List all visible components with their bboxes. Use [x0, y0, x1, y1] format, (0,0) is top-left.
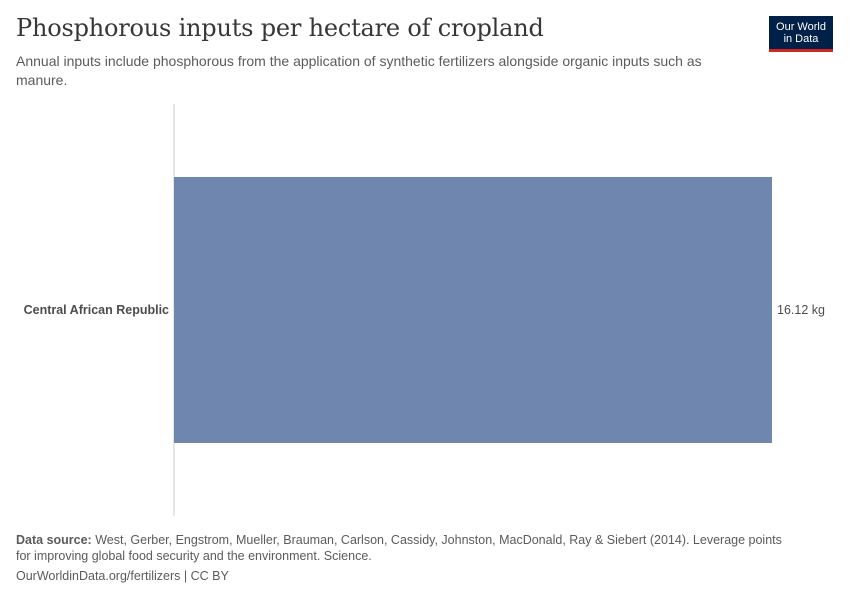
- logo-line-2: in Data: [783, 33, 819, 45]
- chart-subtitle: Annual inputs include phosphorous from t…: [16, 53, 702, 88]
- footer-link[interactable]: OurWorldinData.org/fertilizers | CC BY: [16, 569, 229, 583]
- source-label: Data source:: [16, 533, 92, 547]
- value-label: 16.12 kg: [777, 303, 825, 317]
- bar: [174, 177, 772, 443]
- source-text: West, Gerber, Engstrom, Mueller, Brauman…: [16, 533, 782, 563]
- owid-logo[interactable]: Our World in Data: [769, 16, 833, 52]
- data-source-note: Data source: West, Gerber, Engstrom, Mue…: [16, 532, 796, 564]
- category-label: Central African Republic: [24, 303, 169, 317]
- chart-title: Phosphorous inputs per hectare of cropla…: [16, 14, 544, 42]
- logo-line-1: Our World: [776, 21, 826, 33]
